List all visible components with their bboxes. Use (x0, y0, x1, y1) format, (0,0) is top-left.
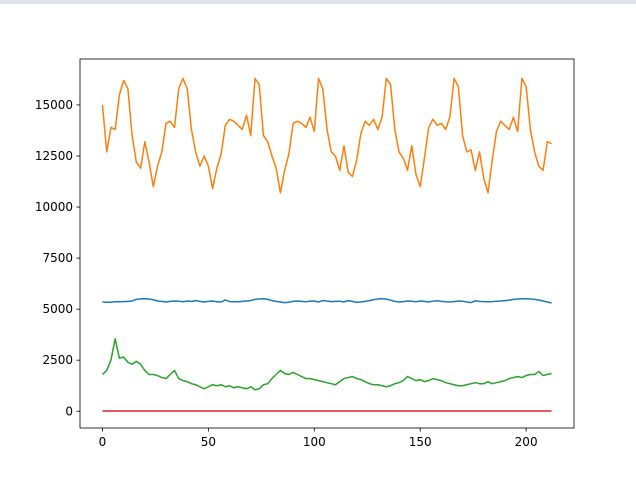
x-tick-label: 0 (99, 435, 107, 449)
series-line (102, 297, 552, 304)
series-line (101, 77, 552, 194)
x-tick-label: 150 (409, 435, 432, 449)
x-tick-label: 100 (303, 435, 326, 449)
y-tick-label: 12500 (35, 149, 73, 163)
plot-frame (79, 58, 575, 429)
y-tick-label: 5000 (42, 302, 73, 316)
x-tick-label: 50 (201, 435, 216, 449)
y-tick-label: 7500 (42, 251, 73, 265)
y-tick-label: 0 (65, 404, 73, 418)
y-tick-label: 10000 (35, 200, 73, 214)
x-tick-label: 200 (515, 435, 538, 449)
y-tick-label: 15000 (35, 98, 73, 112)
series-line (101, 338, 552, 391)
y-tick-label: 2500 (42, 353, 73, 367)
window-edge (0, 0, 636, 4)
